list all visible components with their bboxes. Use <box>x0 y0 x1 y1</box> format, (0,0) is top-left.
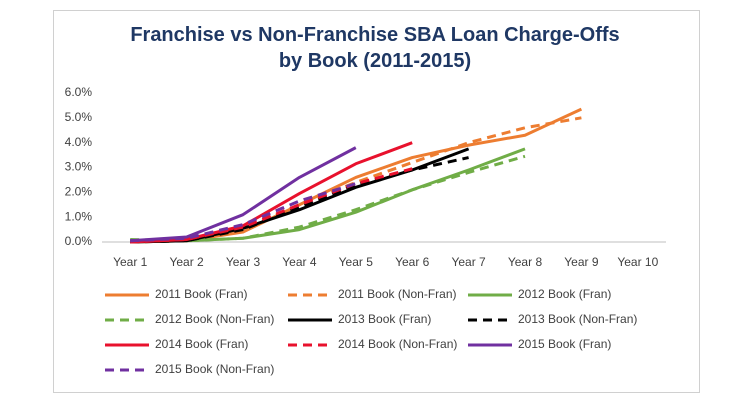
series-line <box>130 182 357 243</box>
y-tick-label: 6.0% <box>65 85 93 99</box>
legend-label: 2013 Book (Non-Fran) <box>518 312 637 326</box>
y-tick-label: 4.0% <box>65 135 93 149</box>
legend-label: 2014 Book (Non-Fran) <box>338 337 457 351</box>
chart-title: Franchise vs Non-Franchise SBA Loan Char… <box>130 24 620 72</box>
legend-label: 2011 Book (Non-Fran) <box>338 287 457 301</box>
y-tick-label: 1.0% <box>65 209 93 223</box>
x-tick-label: Year 2 <box>169 255 204 269</box>
legend-label: 2014 Book (Fran) <box>155 337 248 351</box>
x-tick-label: Year 10 <box>617 255 658 269</box>
legend-label: 2012 Book (Non-Fran) <box>155 312 274 326</box>
x-tick-label: Year 8 <box>508 255 543 269</box>
x-tick-label: Year 1 <box>113 255 148 269</box>
y-tick-label: 3.0% <box>65 160 93 174</box>
series-line <box>130 107 583 244</box>
x-tick-label: Year 9 <box>564 255 599 269</box>
legend-label: 2015 Book (Fran) <box>518 337 611 351</box>
x-tick-label: Year 4 <box>282 255 317 269</box>
chart-frame <box>53 10 700 393</box>
legend-label: 2013 Book (Fran) <box>338 312 431 326</box>
y-tick-label: 0.0% <box>65 234 93 248</box>
y-tick-label: 2.0% <box>65 185 93 199</box>
series-line <box>130 141 413 244</box>
x-tick-label: Year 6 <box>395 255 430 269</box>
x-tick-label: Year 7 <box>451 255 486 269</box>
legend-label: 2015 Book (Non-Fran) <box>155 362 274 376</box>
legend-label: 2012 Book (Fran) <box>518 287 611 301</box>
x-tick-label: Year 5 <box>339 255 374 269</box>
y-tick-label: 5.0% <box>65 110 93 124</box>
legend-label: 2011 Book (Fran) <box>155 287 248 301</box>
x-tick-label: Year 3 <box>226 255 261 269</box>
